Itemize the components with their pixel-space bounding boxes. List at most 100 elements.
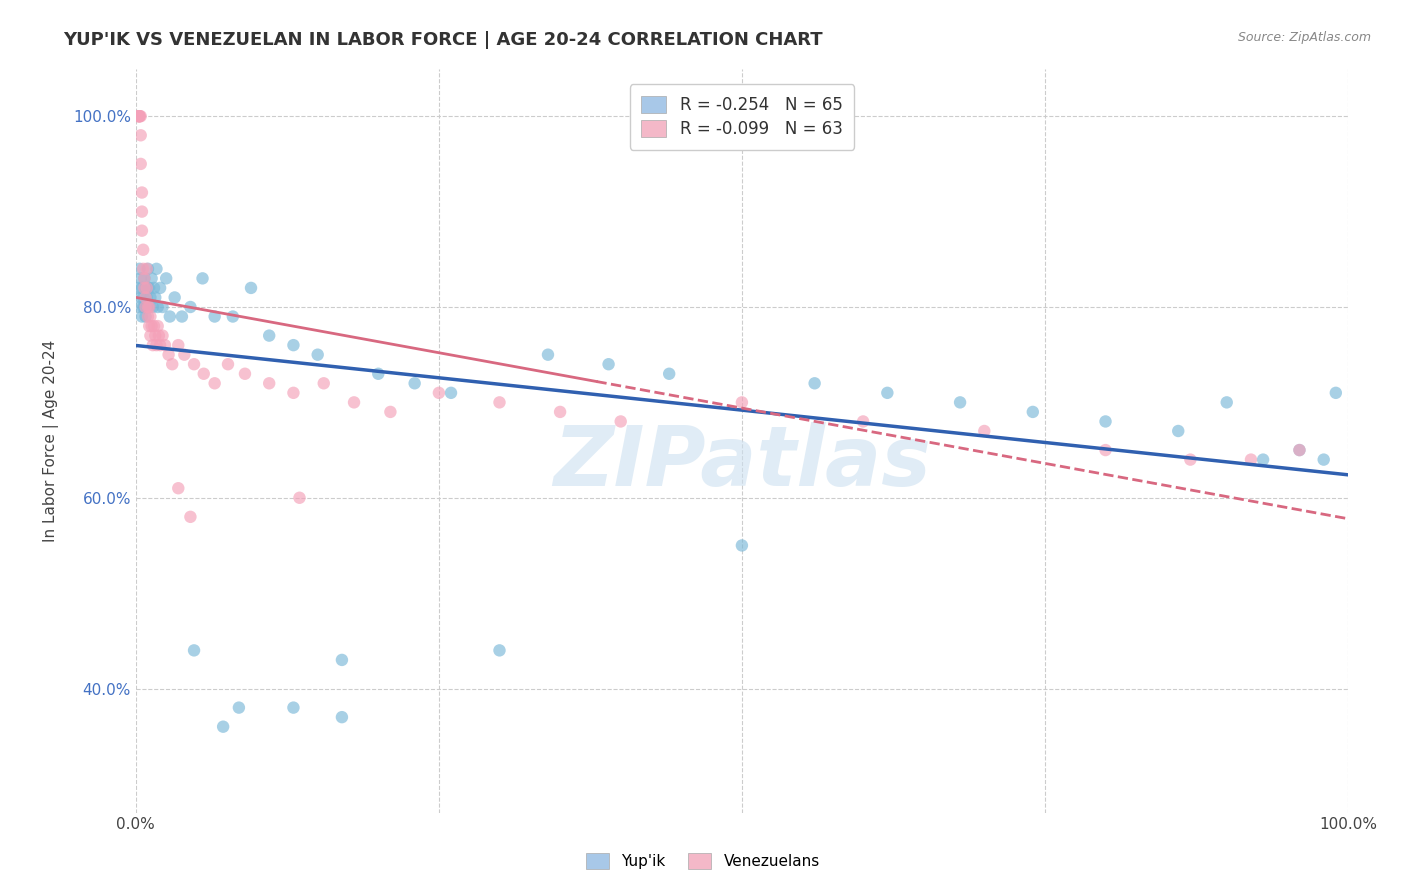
Point (283, 385, 305, 400)
Point (142, 300, 165, 314)
Point (427, 385, 450, 400)
Point (129, 128, 152, 143)
Point (139, 310, 162, 324)
Point (132, 290, 155, 304)
Point (132, 300, 155, 314)
Point (343, 395, 366, 409)
Point (141, 319, 163, 334)
Point (1094, 414, 1116, 428)
Point (183, 643, 205, 657)
Legend: R = -0.254   N = 65, R = -0.099   N = 63: R = -0.254 N = 65, R = -0.099 N = 63 (630, 84, 855, 150)
Point (1215, 395, 1237, 409)
Point (143, 328, 166, 343)
Point (228, 700, 250, 714)
Point (179, 300, 201, 314)
Point (803, 376, 825, 391)
Point (132, 243, 155, 257)
Point (145, 338, 167, 352)
Legend: Yup'ik, Venezuelans: Yup'ik, Venezuelans (581, 847, 825, 875)
Text: Source: ZipAtlas.com: Source: ZipAtlas.com (1237, 31, 1371, 45)
Point (191, 271, 214, 285)
Point (143, 281, 166, 295)
Point (163, 290, 186, 304)
Y-axis label: In Labor Force | Age 20-24: In Labor Force | Age 20-24 (44, 339, 59, 541)
Point (179, 509, 201, 524)
Point (138, 300, 160, 314)
Point (149, 281, 172, 295)
Point (212, 720, 235, 734)
Point (167, 481, 190, 495)
Point (135, 310, 157, 324)
Point (257, 376, 280, 391)
Point (127, 109, 149, 123)
Point (240, 281, 263, 295)
Point (152, 328, 174, 343)
Point (160, 357, 183, 371)
Point (307, 348, 329, 362)
Point (127, 109, 149, 123)
Point (128, 261, 150, 276)
Point (148, 328, 170, 343)
Point (134, 271, 156, 285)
Point (135, 290, 157, 304)
Point (134, 300, 156, 314)
Point (731, 395, 754, 409)
Point (136, 261, 159, 276)
Point (139, 290, 162, 304)
Point (598, 357, 620, 371)
Point (139, 328, 162, 343)
Point (128, 300, 150, 314)
Point (135, 281, 157, 295)
Point (233, 367, 256, 381)
Point (159, 310, 181, 324)
Point (135, 300, 157, 314)
Point (134, 271, 156, 285)
Point (1324, 385, 1347, 400)
Point (131, 186, 153, 200)
Text: YUP'IK VS VENEZUELAN IN LABOR FORCE | AGE 20-24 CORRELATION CHART: YUP'IK VS VENEZUELAN IN LABOR FORCE | AG… (63, 31, 823, 49)
Point (440, 385, 463, 400)
Point (134, 281, 156, 295)
Point (131, 281, 153, 295)
Point (131, 224, 153, 238)
Point (146, 319, 169, 334)
Point (1022, 405, 1045, 419)
Point (173, 348, 195, 362)
Text: ZIPatlas: ZIPatlas (553, 422, 931, 503)
Point (152, 300, 174, 314)
Point (876, 385, 898, 400)
Point (129, 271, 152, 285)
Point (1167, 424, 1189, 438)
Point (153, 338, 176, 352)
Point (136, 310, 159, 324)
Point (131, 310, 153, 324)
Point (1094, 443, 1116, 458)
Point (155, 271, 177, 285)
Point (183, 357, 205, 371)
Point (135, 281, 157, 295)
Point (145, 261, 167, 276)
Point (1240, 452, 1263, 467)
Point (1312, 452, 1334, 467)
Point (128, 109, 150, 123)
Point (129, 109, 152, 123)
Point (288, 491, 311, 505)
Point (1288, 443, 1310, 458)
Point (204, 310, 226, 324)
Point (488, 395, 510, 409)
Point (142, 338, 165, 352)
Point (330, 710, 353, 724)
Point (141, 271, 163, 285)
Point (1180, 452, 1202, 467)
Point (537, 348, 560, 362)
Point (658, 367, 681, 381)
Point (127, 281, 149, 295)
Point (731, 538, 754, 552)
Point (973, 424, 995, 438)
Point (548, 405, 571, 419)
Point (136, 300, 159, 314)
Point (146, 300, 169, 314)
Point (222, 310, 245, 324)
Point (135, 300, 157, 314)
Point (157, 348, 180, 362)
